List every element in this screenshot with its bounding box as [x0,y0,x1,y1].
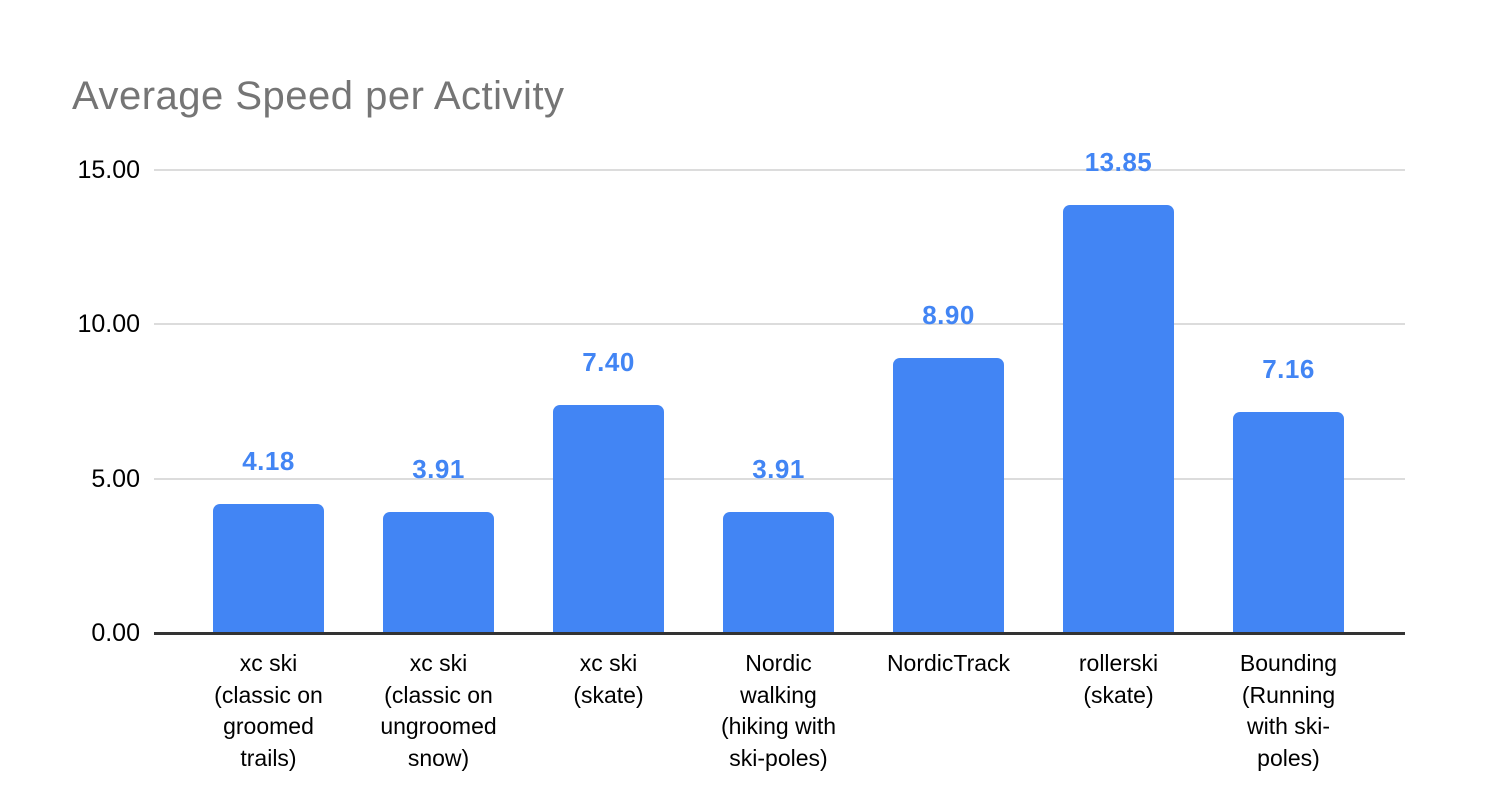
x-axis-label: NordicTrack [886,650,1011,676]
x-axis-label: xc ski (classic on groomed trails) [214,650,323,771]
bar-value-label: 3.91 [412,454,465,484]
bar-value-label: 7.16 [1262,354,1315,384]
x-axis-label: xc ski (skate) [573,650,644,708]
bar [893,358,1004,633]
gridline [154,477,1405,480]
bar-value-label: 7.40 [582,347,635,377]
gridline [154,323,1405,326]
y-axis-tick-label: 0.00 [91,619,140,647]
x-axis-label: xc ski (classic on ungroomed snow) [380,650,497,771]
bar-value-label: 8.90 [922,300,975,330]
gridline [154,169,1405,171]
bar [553,405,664,633]
y-axis-tick-label: 15.00 [77,156,140,184]
bar-value-label: 13.85 [1084,147,1153,177]
bar [1233,412,1344,633]
bar [1063,205,1174,633]
chart-title: Average Speed per Activity [72,74,565,118]
x-axis-line [154,632,1405,635]
bar-value-label: 3.91 [752,454,805,484]
bar [213,504,324,633]
y-axis-tick-label: 10.00 [77,310,140,339]
x-axis-label: rollerski (skate) [1078,650,1159,708]
x-axis-label: Bounding (Running with ski- poles) [1239,650,1338,771]
bar-value-label: 4.18 [242,446,295,476]
x-axis-label: Nordic walking (hiking with ski-poles) [720,650,837,771]
bar [723,512,834,633]
bar [383,512,494,633]
y-axis-tick-label: 5.00 [91,464,140,493]
